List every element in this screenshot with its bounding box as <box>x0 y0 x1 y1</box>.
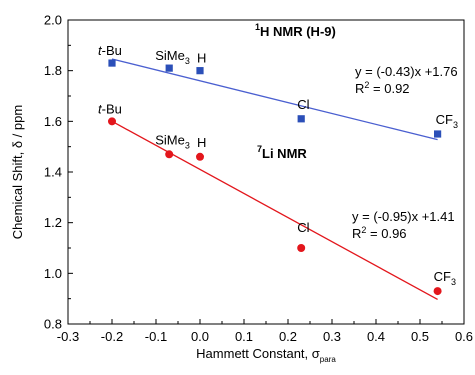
x-tick-label: -0.2 <box>101 329 123 344</box>
point-label: SiMe3 <box>155 132 190 150</box>
x-tick-label: 0.2 <box>279 329 297 344</box>
li-nmr-fit-line <box>111 120 438 300</box>
x-tick-label: 0.5 <box>411 329 429 344</box>
h-nmr-point <box>196 67 204 75</box>
fit-lines <box>111 58 438 300</box>
y-tick-label: 1.8 <box>44 63 62 78</box>
li-nmr-point <box>433 287 442 296</box>
y-tick-label: 1.4 <box>44 165 62 180</box>
h-nmr-point <box>297 115 305 123</box>
y-tick-label: 2.0 <box>44 13 62 28</box>
point-label: Cl <box>297 220 309 235</box>
li-nmr-point <box>297 244 306 252</box>
x-tick-label: 0.3 <box>323 329 341 344</box>
point-label: H <box>197 135 206 150</box>
h-nmr-r-squared: R2 = 0.92 <box>355 80 410 96</box>
li-nmr-title: 7Li NMR <box>257 144 307 161</box>
x-tick-label: 0.6 <box>455 329 473 344</box>
h-nmr-equation: y = (-0.43)x +1.76 <box>355 64 458 79</box>
h-nmr-point <box>108 59 116 67</box>
li-nmr-point <box>165 150 174 159</box>
h-nmr-point <box>434 130 442 138</box>
x-tick-label: 0.1 <box>235 329 253 344</box>
h-nmr-title: 1H NMR (H-9) <box>255 22 336 39</box>
x-tick-label: 0.4 <box>367 329 385 344</box>
point-labels: t-Bu SiMe3 H Cl CF3 t-Bu SiMe3 H Cl CF3 <box>98 43 458 287</box>
point-label: CF3 <box>436 112 458 130</box>
x-tick-label: 0.0 <box>191 329 209 344</box>
y-tick-label: 1.6 <box>44 114 62 129</box>
li-nmr-equation: y = (-0.95)x +1.41 <box>352 209 455 224</box>
li-nmr-r-squared: R2 = 0.96 <box>352 225 407 241</box>
x-tick-label: -0.3 <box>57 329 79 344</box>
point-label: CF3 <box>434 269 456 287</box>
h-nmr-point <box>165 64 173 72</box>
point-label: t-Bu <box>98 101 122 116</box>
point-label: t-Bu <box>98 43 122 58</box>
data-points <box>108 59 442 296</box>
axis-titles: Hammett Constant, σpara Chemical Shift, δ… <box>10 105 336 364</box>
y-tick-label: 1.2 <box>44 215 62 230</box>
x-tick-label: -0.1 <box>145 329 167 344</box>
y-tick-label: 0.8 <box>44 317 62 332</box>
li-nmr-point <box>196 152 204 161</box>
li-nmr-point <box>108 117 116 126</box>
point-label: SiMe3 <box>155 48 190 66</box>
point-label: H <box>197 51 206 66</box>
x-axis-title: Hammett Constant, σpara <box>196 346 336 364</box>
h-nmr-fit-line <box>111 58 438 141</box>
y-tick-label: 1.0 <box>44 266 62 281</box>
axis-ticks: -0.3 -0.2 -0.1 0.0 0.1 0.2 0.3 0.4 0.5 0.6 0.8 1.0 1… <box>44 13 473 345</box>
point-label: Cl <box>297 97 309 112</box>
y-axis-title: Chemical Shift, δ / ppm <box>10 105 25 239</box>
